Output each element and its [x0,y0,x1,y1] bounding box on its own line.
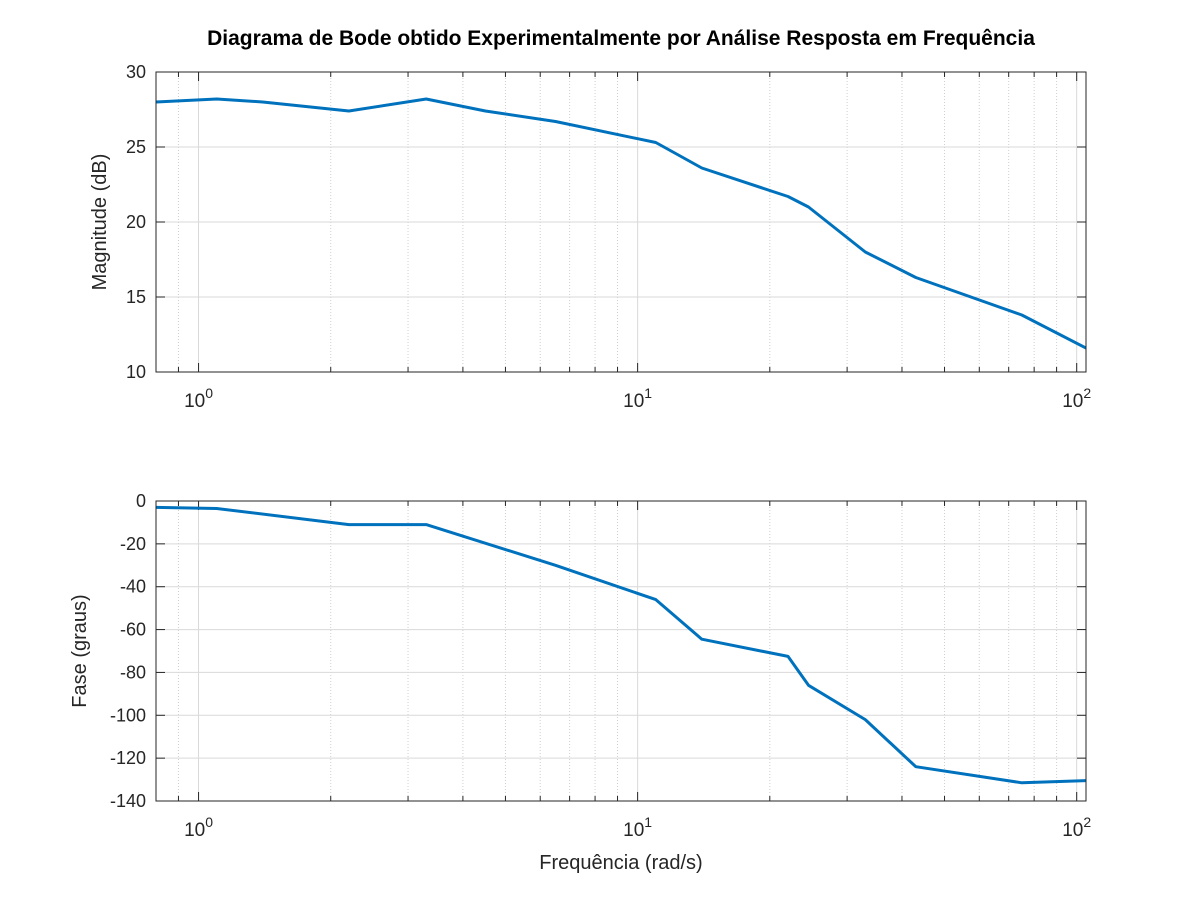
plot-area [156,501,1086,801]
axes-frame [155,500,1087,802]
frequency-xlabel: Frequência (rad/s) [539,852,702,874]
minor-gridlines [155,501,1058,801]
magnitude-series-line [156,97,1086,350]
y-tick-label: -80 [120,662,146,682]
axes-frame [155,71,1087,373]
x-tick-label: 102 [1062,385,1091,412]
y-tick-label: 25 [126,137,146,157]
y-tick-label: 10 [126,362,146,382]
magnitude-axes: 10 15 20 25 30 100 101 102 [126,62,1091,412]
y-tick-label: 0 [136,491,146,511]
y-tick-label: -120 [110,748,146,768]
x-tick-label: 100 [184,814,213,841]
y-tick-label: -40 [120,577,146,597]
x-tick-label: 101 [623,814,652,841]
y-tick-label: -140 [110,791,146,811]
magnitude-ylabel: Magnitude (dB) [89,154,111,291]
y-tick-label: 15 [126,287,146,307]
phase-ylabel: Fase (graus) [69,594,91,707]
phase-axes: -140 -120 -100 -80 -60 -40 -20 0 100 101 102 [110,491,1091,841]
figure-title: Diagrama de Bode obtido Experimentalment… [207,27,1035,50]
y-tick-label: -100 [110,705,146,725]
x-tick-label: 100 [184,385,213,412]
y-tick-label: -60 [120,620,146,640]
y-tick-label: 30 [126,62,146,82]
x-tick-label: 101 [623,385,652,412]
x-tick-label: 102 [1062,814,1091,841]
y-tick-label: -20 [120,534,146,554]
phase-series-line [156,505,1086,785]
y-tick-label: 20 [126,212,146,232]
